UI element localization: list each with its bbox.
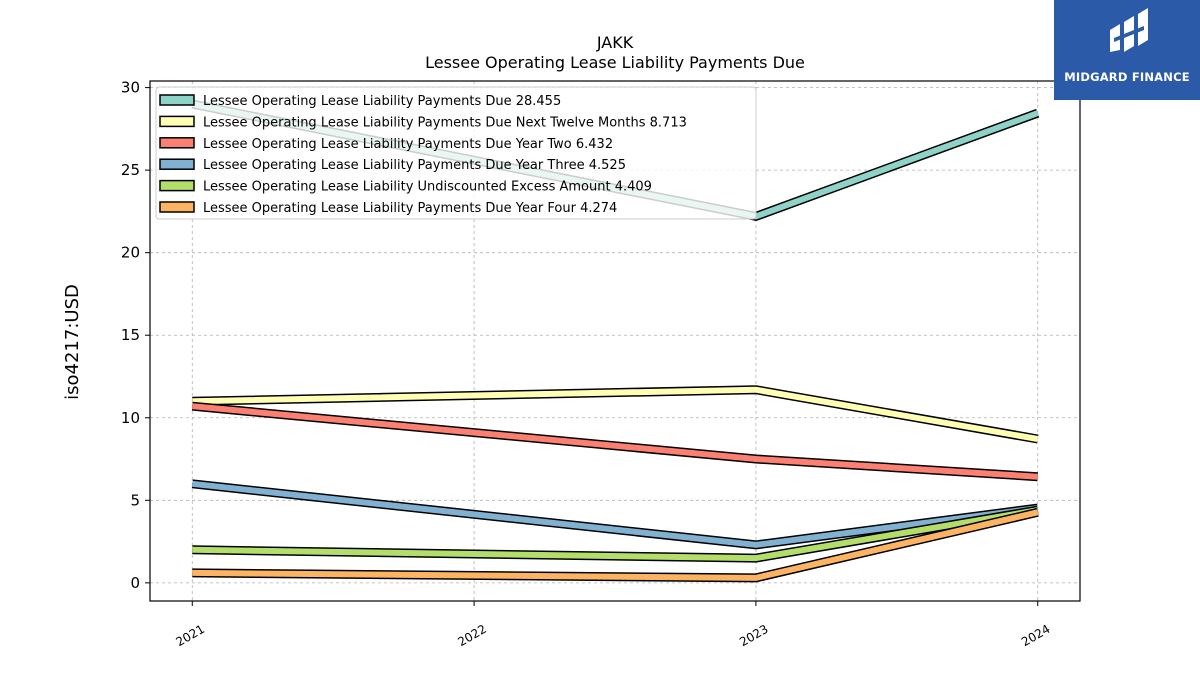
legend: Lessee Operating Lease Liability Payment… — [155, 86, 757, 220]
x-tick-label: 2022 — [455, 622, 488, 649]
chart-title: JAKK — [596, 33, 634, 52]
legend-swatch — [159, 201, 195, 213]
y-tick-label: 25 — [121, 161, 140, 179]
legend-swatch — [159, 158, 195, 170]
x-tick-label: 2024 — [1019, 622, 1052, 649]
series-line — [192, 509, 1039, 581]
series-line — [191, 480, 1039, 548]
series-line — [192, 507, 1039, 562]
y-tick-label: 0 — [130, 574, 140, 592]
legend-label: Lessee Operating Lease Liability Payment… — [203, 94, 561, 109]
x-axis-ticks: 2021 2022 2023 2024 — [174, 601, 1052, 649]
legend-label: Lessee Operating Lease Liability Undisco… — [203, 180, 652, 195]
y-axis-ticks: 0 5 10 15 20 25 30 — [121, 79, 150, 592]
legend-label: Lessee Operating Lease Liability Payment… — [203, 158, 626, 173]
legend-swatch — [159, 179, 195, 192]
series-line — [192, 386, 1039, 442]
midgard-logo-icon — [1110, 8, 1148, 52]
legend-swatch — [159, 94, 195, 106]
legend-swatch — [159, 137, 195, 149]
y-tick-label: 20 — [121, 244, 140, 262]
x-tick-label: 2023 — [737, 622, 770, 649]
legend-swatch — [159, 115, 195, 128]
y-axis-label: iso4217:USD — [62, 284, 83, 400]
legend-label: Lessee Operating Lease Liability Payment… — [203, 201, 617, 216]
midgard-logo: MIDGARD FINANCE — [1054, 0, 1200, 100]
legend-label: Lessee Operating Lease Liability Payment… — [203, 137, 613, 152]
y-tick-label: 15 — [121, 326, 140, 344]
logo-text: MIDGARD FINANCE — [1064, 70, 1190, 84]
plot-frame — [149, 80, 1081, 602]
y-tick-label: 5 — [130, 491, 140, 509]
chart-subtitle: Lessee Operating Lease Liability Payment… — [425, 53, 805, 72]
legend-label: Lessee Operating Lease Liability Payment… — [203, 115, 687, 130]
x-tick-label: 2021 — [174, 622, 207, 649]
legend-box — [155, 86, 757, 220]
series-line — [192, 403, 1038, 480]
y-tick-label: 10 — [121, 409, 140, 427]
y-tick-label: 30 — [121, 79, 140, 97]
